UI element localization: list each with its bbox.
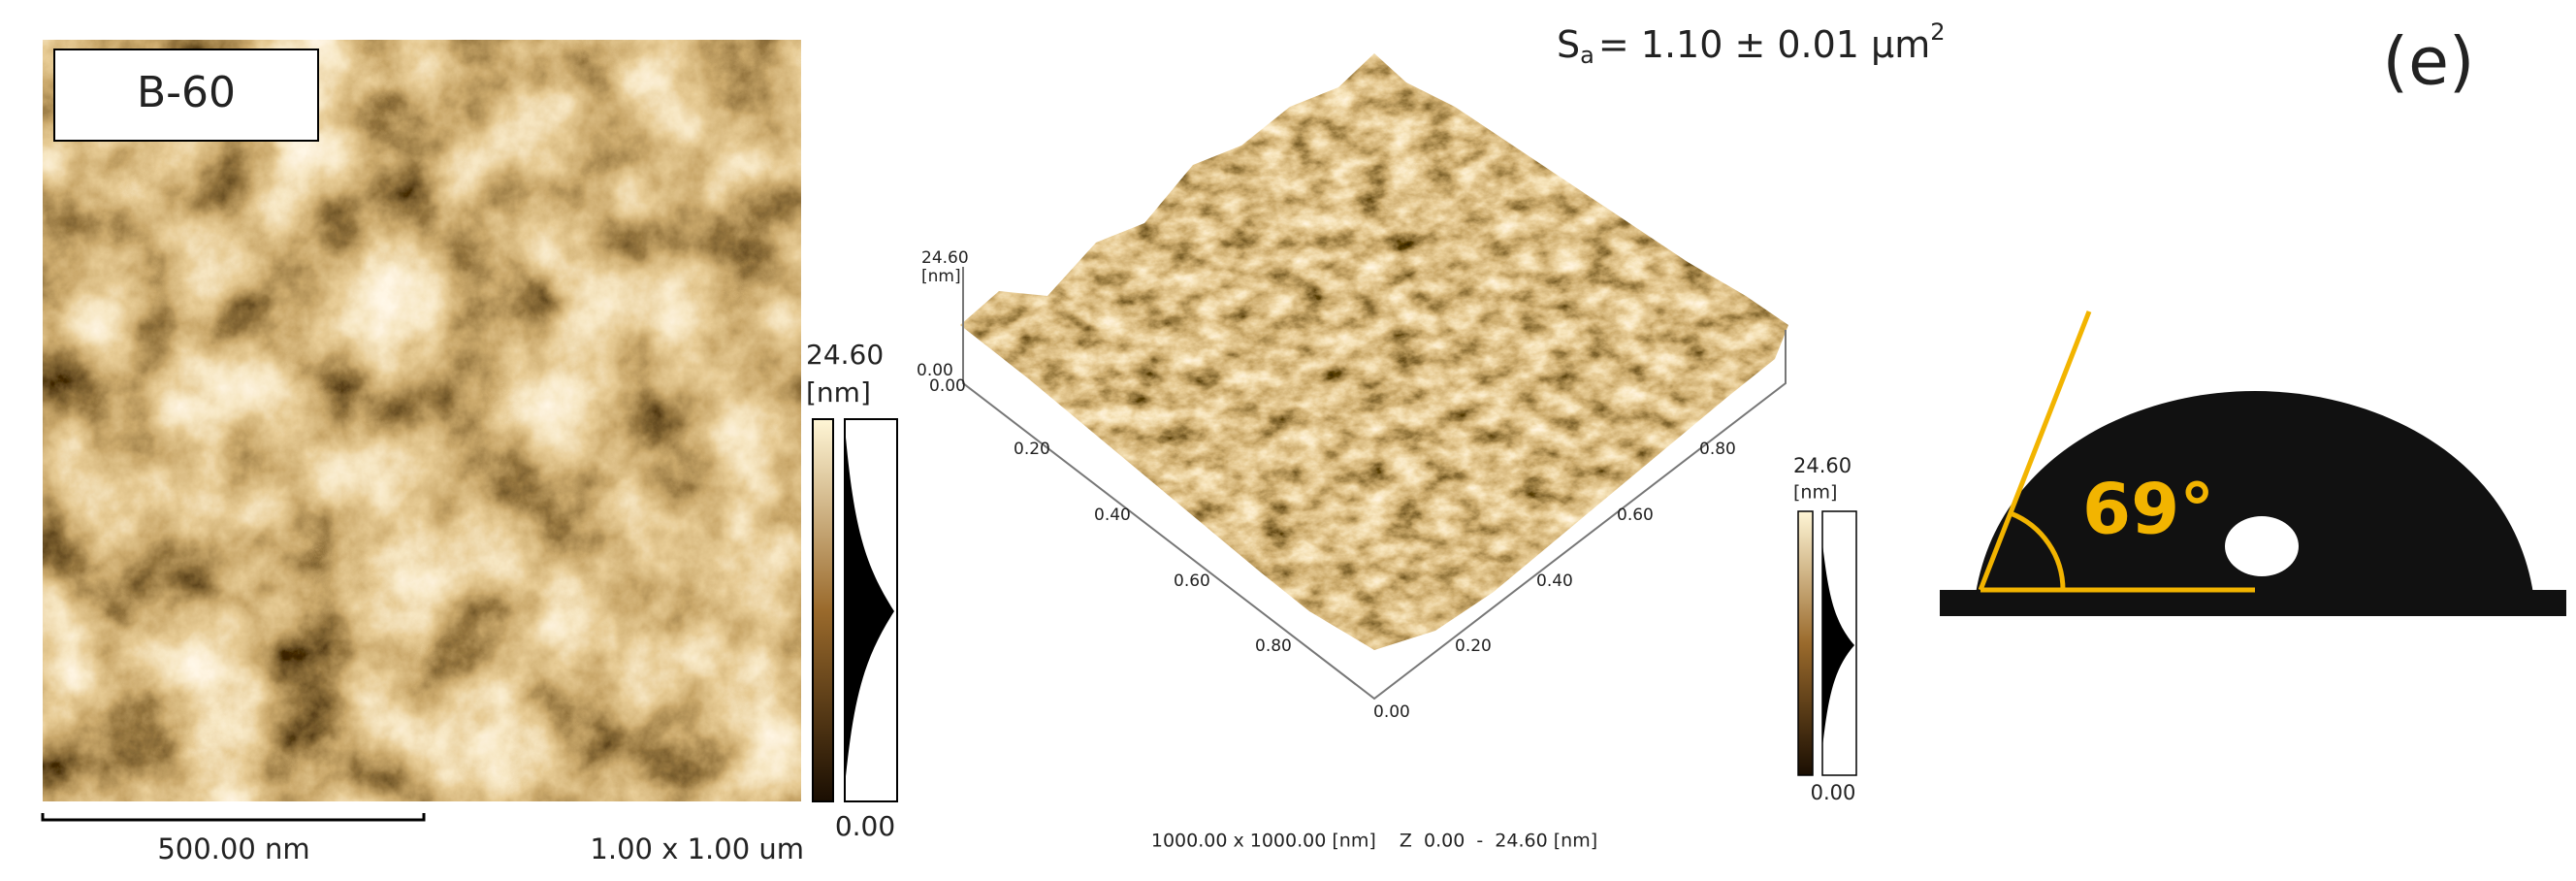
left-tick: 0.20 [1014,440,1050,459]
colorbar-max: 24.60 [806,339,884,371]
panel-label: (e) [2383,24,2475,101]
scan-size: 1.00 x 1.00 um [590,832,804,865]
colorbar [812,418,834,802]
scale-bar [41,813,426,822]
roughness-sup: 2 [1930,18,1945,46]
afm-image [43,40,801,801]
right-tick: 0.60 [1617,506,1654,525]
roughness-symbol: S [1557,23,1580,66]
angle-arc [2010,510,2066,591]
right-tick: 0.00 [1373,702,1410,722]
z-max: 24.60 [921,248,969,268]
colorbar [1797,510,1814,776]
contact-angle: 69° [2082,469,2214,550]
label-box [53,49,319,142]
axes-3d [962,320,1787,701]
right-tick: 0.80 [1699,440,1736,459]
droplet [1976,391,2533,594]
z-unit: [nm] [921,267,961,286]
left-tick: 0.60 [1174,571,1210,591]
surface-3d [960,53,1788,650]
sample-label: B-60 [137,68,236,117]
colorbar-min: 0.00 [835,810,895,842]
left-tick: 0.80 [1255,636,1292,656]
roughness-sub: a [1580,42,1594,69]
roughness-value: = 1.10 ± 0.01 µm [1598,23,1930,66]
reflection [2225,516,2299,576]
substrate [1940,590,2566,616]
tangent-line [1978,310,2092,591]
colorbar-unit: [nm] [806,376,871,408]
histogram [1822,543,1854,747]
scale-bar-label: 500.00 nm [157,832,309,865]
colorbar-max: 24.60 [1793,454,1852,477]
roughness: Sa = 1.10 ± 0.01 µm2 [1557,18,1946,69]
axis-labels: 24.60 [nm] 0.00 0.00 0.20 0.40 0.60 0.80… [917,248,1736,722]
z-min: 0.00 [917,361,953,380]
left-tick: 0.40 [1094,506,1131,525]
colorbar-unit: [nm] [1793,482,1837,504]
right-tick: 0.40 [1536,571,1573,591]
right-tick: 0.20 [1455,636,1492,656]
histogram [845,427,894,786]
left-tick: 0.00 [929,376,966,396]
colorbar-min: 0.00 [1811,781,1856,804]
caption-3d: 1000.00 x 1000.00 [nm] Z 0.00 - 24.60 [n… [1151,831,1597,852]
